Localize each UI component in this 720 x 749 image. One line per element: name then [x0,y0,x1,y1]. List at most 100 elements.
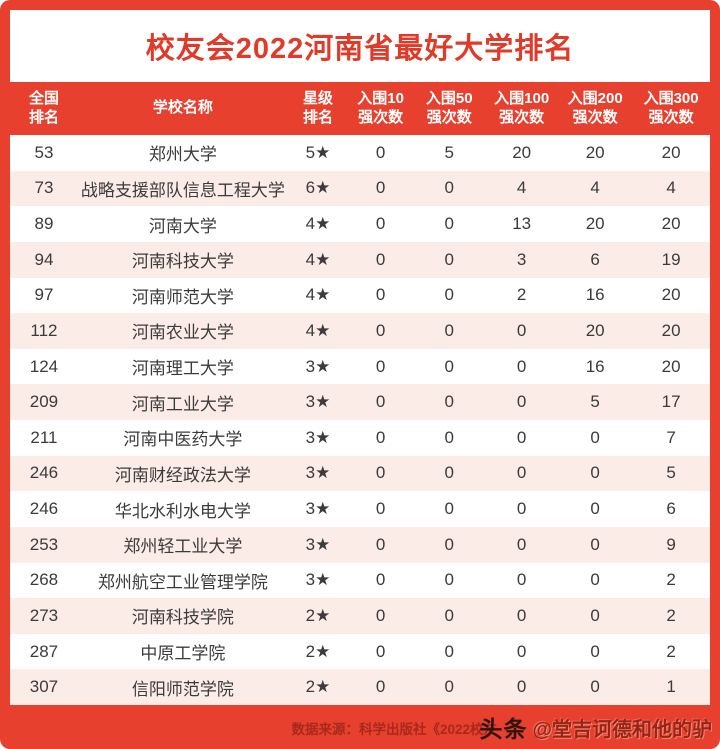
top10-count-cell: 0 [375,285,386,305]
star-rating-cell: 6★ [305,178,331,198]
table-row: 112 河南农业大学 4★ 0 0 0 20 20 [10,313,710,349]
top200-count-cell: 16 [585,285,605,305]
top10-count-cell: 0 [375,142,386,162]
header-cell-top50-count: 入围50 强次数 [425,89,473,126]
top200-count-cell: 20 [585,214,605,234]
top10-count-cell: 0 [375,356,386,376]
top10-count-cell: 0 [375,570,386,590]
star-rating-cell: 4★ [305,285,331,305]
top50-count-cell: 0 [444,463,454,483]
top200-count-cell: 0 [590,677,600,697]
header-cell-top10-count: 入围10 强次数 [357,89,404,126]
top10-count-cell: 0 [375,392,386,412]
top200-count-cell: 20 [585,320,605,340]
top50-count-cell: 0 [444,641,454,661]
school-name-cell: 河南农业大学 [131,323,234,343]
page-title: 校友会2022河南省最好大学排名 [145,33,575,65]
top50-count-cell: 0 [444,570,454,590]
header-cell-school-name: 学校名称 [152,99,213,117]
top10-count-cell: 0 [375,427,386,447]
star-rating-cell: 2★ [305,641,331,661]
table-header-row: 全国 排名 学校名称 星级 排名 入围10 强次数 入围50 强次数 入围100 强次数入… [10,82,710,135]
top50-count-cell: 0 [444,178,454,198]
top300-count-cell: 2 [666,570,676,590]
top100-count-cell: 0 [516,463,527,483]
table-row: 94 河南科技大学 4★ 0 0 3 6 19 [10,241,710,278]
table-row: 124 河南理工大学 3★ 0 0 0 16 20 [10,348,710,385]
top200-count-cell: 6 [590,249,600,269]
national-rank-cell: 97 [34,285,54,305]
national-rank-cell: 307 [29,677,59,697]
top50-count-cell: 0 [444,214,454,234]
header-cell-national-rank: 全国 排名 [28,89,59,126]
toutiao-watermark: 头条 @堂吉诃德和他的驴 [479,710,712,744]
top200-count-cell: 0 [590,605,600,625]
school-name-cell: 郑州航空工业管理学院 [97,572,268,592]
top10-count-cell: 0 [375,320,386,340]
top10-count-cell: 0 [375,605,386,625]
table-row: 89 河南大学 4★ 0 0 13 20 20 [10,206,710,242]
top50-count-cell: 5 [444,142,454,162]
national-rank-cell: 53 [34,142,54,162]
school-name-cell: 中原工学院 [140,644,226,664]
top100-count-cell: 0 [516,677,527,697]
top10-count-cell: 0 [375,178,386,198]
table-row: 246 华北水利水电大学 3★ 0 0 0 0 6 [10,491,710,527]
national-rank-cell: 287 [29,641,59,661]
star-rating-cell: 4★ [305,320,331,340]
national-rank-cell: 89 [34,214,54,234]
watermark-author-handle: @堂吉诃德和他的驴 [532,718,712,741]
top200-count-cell: 0 [590,499,600,519]
top100-count-cell: 0 [516,570,527,590]
national-rank-cell: 94 [34,249,54,269]
table-row: 253 郑州轻工业大学 3★ 0 0 0 0 9 [10,526,710,563]
table-row: 307 信阳师范学院 2★ 0 0 0 0 1 [10,669,710,705]
top50-count-cell: 0 [444,249,454,269]
star-rating-cell: 3★ [305,463,331,483]
school-name-cell: 河南理工大学 [131,359,234,379]
top50-count-cell: 0 [444,285,454,305]
school-name-cell: 郑州大学 [148,145,217,165]
school-name-cell: 河南工业大学 [131,394,234,414]
national-rank-cell: 209 [29,392,59,412]
star-rating-cell: 4★ [305,214,331,234]
table-row: 97 河南师范大学 4★ 0 0 2 16 20 [10,277,710,314]
top10-count-cell: 0 [375,249,386,269]
data-source-note: 数据来源：科学出版社《2022校友 [291,722,497,737]
top50-count-cell: 0 [444,534,454,554]
national-rank-cell: 124 [29,356,59,376]
star-rating-cell: 3★ [305,356,331,376]
top300-count-cell: 19 [661,249,681,269]
header-cell-top300-count: 入围300 强次数 [643,89,699,126]
top300-count-cell: 5 [666,463,676,483]
top10-count-cell: 0 [375,534,386,554]
top100-count-cell: 0 [516,392,527,412]
ranking-table-body: 53 郑州大学 5★ 0 5 20 20 20 73 战略支援部队信息工程大学 6★ 0 0 4 4 4 89 河… [10,135,710,705]
top100-count-cell: 13 [512,214,532,234]
top300-count-cell: 2 [666,641,676,661]
top200-count-cell: 5 [590,392,600,412]
top300-count-cell: 4 [666,178,676,198]
top200-count-cell: 0 [590,534,600,554]
national-rank-cell: 273 [29,605,59,625]
school-name-cell: 河南师范大学 [131,287,234,307]
school-name-cell: 河南财经政法大学 [114,465,251,485]
table-row: 53 郑州大学 5★ 0 5 20 20 20 [10,135,710,171]
national-rank-cell: 246 [29,463,59,483]
national-rank-cell: 253 [29,534,59,554]
top200-count-cell: 16 [585,356,605,376]
top200-count-cell: 0 [590,463,600,483]
table-row: 268 郑州航空工业管理学院 3★ 0 0 0 0 2 [10,562,710,599]
star-rating-cell: 2★ [305,605,331,625]
top50-count-cell: 0 [444,427,454,447]
top200-count-cell: 20 [585,142,605,162]
top200-count-cell: 0 [590,641,600,661]
star-rating-cell: 3★ [305,570,331,590]
star-rating-cell: 5★ [305,142,331,162]
top300-count-cell: 17 [661,392,681,412]
top300-count-cell: 7 [666,427,676,447]
national-rank-cell: 211 [30,427,58,447]
school-name-cell: 郑州轻工业大学 [123,537,243,557]
toutiao-logo-text: 头条 [479,716,528,742]
